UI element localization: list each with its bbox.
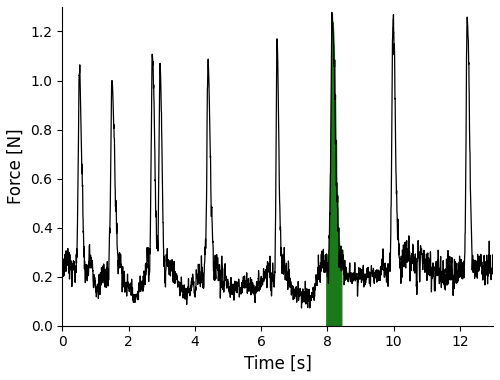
- Y-axis label: Force [N]: Force [N]: [7, 128, 25, 204]
- X-axis label: Time [s]: Time [s]: [244, 355, 312, 373]
